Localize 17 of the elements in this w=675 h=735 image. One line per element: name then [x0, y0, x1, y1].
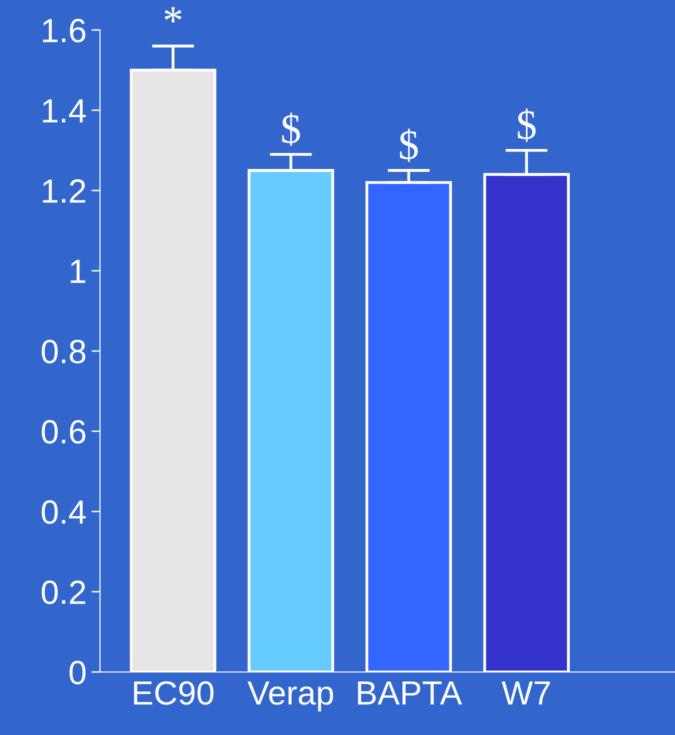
- y-tick-label: 1.2: [43, 179, 86, 203]
- y-tick-label: 0.8: [42, 340, 86, 364]
- y-tick-label: 0.4: [42, 500, 86, 524]
- annotation: $: [282, 112, 300, 146]
- y-tick-label: 1.6: [43, 18, 86, 42]
- annotation: *: [164, 7, 182, 22]
- y-tick-label: 0: [70, 660, 86, 684]
- x-tick-label: W7: [502, 682, 550, 704]
- y-tick-label: 1.4: [43, 99, 86, 122]
- x-tick-label: BAPTA: [358, 682, 462, 704]
- y-tick-label: 0.2: [42, 580, 86, 604]
- y-tick-label: 1: [70, 260, 86, 283]
- x-tick-label: EC90: [134, 681, 214, 705]
- x-tick-label: Verap: [247, 682, 334, 712]
- annotation: $: [400, 128, 418, 162]
- y-tick-label: 0.6: [42, 420, 86, 444]
- annotation: $: [518, 108, 536, 142]
